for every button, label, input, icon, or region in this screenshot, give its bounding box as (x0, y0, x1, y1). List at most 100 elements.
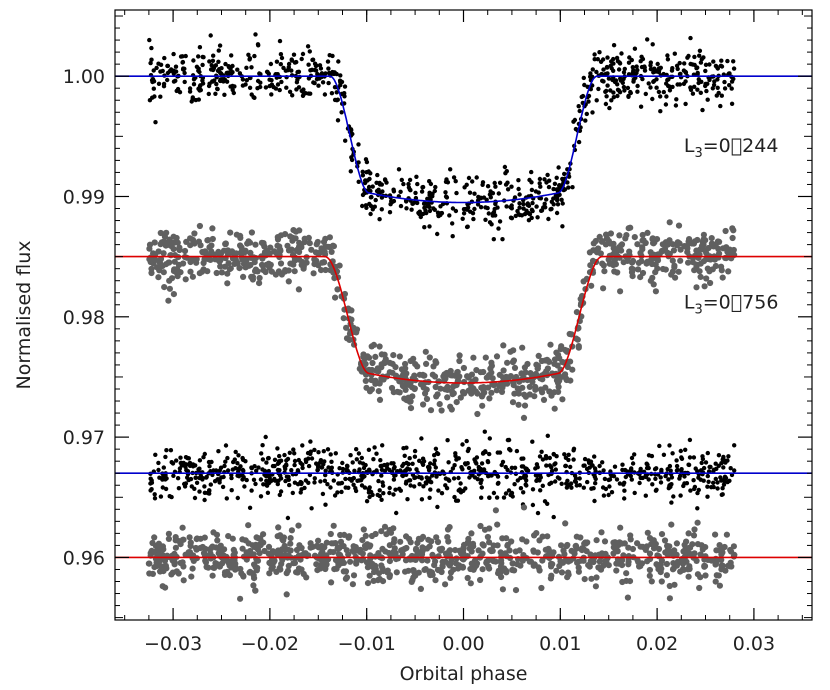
data-point-s2 (171, 258, 178, 265)
data-point-s6 (214, 537, 221, 544)
data-point-s0 (554, 210, 560, 216)
data-point-s2 (212, 256, 219, 263)
data-point-s0 (566, 185, 571, 190)
data-point-s0 (294, 80, 300, 85)
data-point-s0 (497, 219, 503, 224)
data-point-s0 (255, 42, 261, 47)
data-point-s2 (183, 238, 190, 245)
data-point-s4 (401, 461, 406, 467)
data-point-s2 (306, 240, 313, 247)
data-point-s0 (711, 59, 716, 64)
data-point-s6 (644, 558, 651, 565)
data-point-s2 (639, 244, 646, 251)
data-point-s0 (286, 61, 292, 67)
data-point-s0 (549, 206, 554, 212)
data-point-s2 (318, 245, 325, 252)
data-point-s2 (227, 229, 234, 236)
data-point-s6 (588, 575, 595, 582)
data-point-s0 (327, 53, 332, 58)
data-point-s6 (369, 560, 376, 567)
data-point-s2 (318, 267, 325, 274)
data-point-s6 (531, 532, 538, 539)
data-point-s0 (524, 208, 529, 213)
data-point-s6 (562, 556, 570, 564)
data-point-s0 (334, 90, 339, 95)
data-point-s0 (530, 200, 535, 206)
data-point-s0 (493, 184, 498, 189)
data-point-s0 (342, 84, 348, 89)
data-point-s6 (680, 566, 687, 573)
data-point-s0 (266, 71, 271, 77)
data-point-s0 (560, 176, 565, 182)
data-point-s4 (562, 452, 567, 457)
data-point-s2 (666, 237, 673, 244)
data-point-s0 (432, 207, 437, 212)
data-point-s0 (162, 55, 167, 61)
data-point-s4 (508, 448, 513, 453)
data-point-s0 (414, 174, 419, 179)
data-point-s2 (703, 256, 710, 263)
data-point-s6 (646, 566, 654, 574)
data-point-s4 (501, 495, 507, 500)
data-point-s0 (278, 52, 284, 57)
data-point-s0 (147, 98, 153, 103)
data-point-s6 (694, 541, 702, 548)
data-point-s4 (156, 467, 161, 473)
data-point-s6 (696, 584, 703, 592)
data-point-s6 (658, 531, 666, 538)
model-curve-s1 (115, 75, 812, 204)
data-point-s0 (156, 81, 162, 87)
data-point-s4 (331, 478, 336, 483)
data-point-s2 (157, 229, 164, 237)
data-point-s6 (229, 535, 236, 542)
data-point-s0 (688, 61, 693, 67)
data-point-s0 (275, 82, 281, 87)
data-point-s4 (233, 449, 238, 455)
data-point-s4 (339, 489, 344, 495)
data-point-s2 (315, 250, 322, 257)
data-point-s6 (268, 553, 275, 560)
data-point-s4 (715, 486, 720, 491)
data-point-s0 (725, 58, 730, 64)
data-point-s4 (243, 459, 248, 464)
data-point-s6 (613, 560, 620, 567)
data-point-s0 (312, 61, 318, 66)
data-point-s2 (534, 365, 541, 372)
data-point-s4 (713, 461, 718, 466)
data-point-s0 (664, 94, 669, 99)
data-point-s4 (428, 487, 433, 492)
data-point-s4 (366, 447, 372, 452)
data-point-s0 (356, 142, 361, 147)
data-point-s2 (479, 392, 486, 399)
data-point-s0 (509, 184, 514, 189)
data-point-s4 (630, 461, 636, 466)
data-point-s2 (720, 245, 727, 252)
data-point-s6 (504, 542, 511, 549)
data-point-s4 (435, 504, 440, 510)
data-point-s0 (626, 94, 631, 100)
data-point-s6 (495, 570, 502, 577)
data-point-s4 (711, 467, 717, 472)
data-point-s6 (381, 523, 389, 530)
data-point-s2 (567, 377, 574, 384)
data-point-s4 (638, 466, 643, 472)
data-point-s0 (496, 191, 501, 196)
data-point-s4 (686, 462, 692, 468)
data-point-s4 (606, 492, 611, 498)
data-point-s0 (505, 187, 511, 192)
data-point-s2 (697, 260, 704, 267)
data-point-s0 (584, 111, 589, 117)
data-point-s4 (182, 481, 187, 487)
data-point-s2 (426, 354, 433, 361)
data-point-s0 (279, 55, 285, 61)
data-point-s0 (545, 172, 550, 178)
data-point-s6 (610, 539, 617, 546)
data-point-s4 (236, 466, 242, 471)
data-point-s2 (540, 396, 548, 403)
data-point-s2 (427, 407, 435, 414)
data-point-s0 (461, 211, 467, 216)
data-point-s4 (148, 488, 153, 493)
data-point-s0 (284, 85, 289, 90)
x-tick-label: −0.01 (338, 633, 396, 655)
